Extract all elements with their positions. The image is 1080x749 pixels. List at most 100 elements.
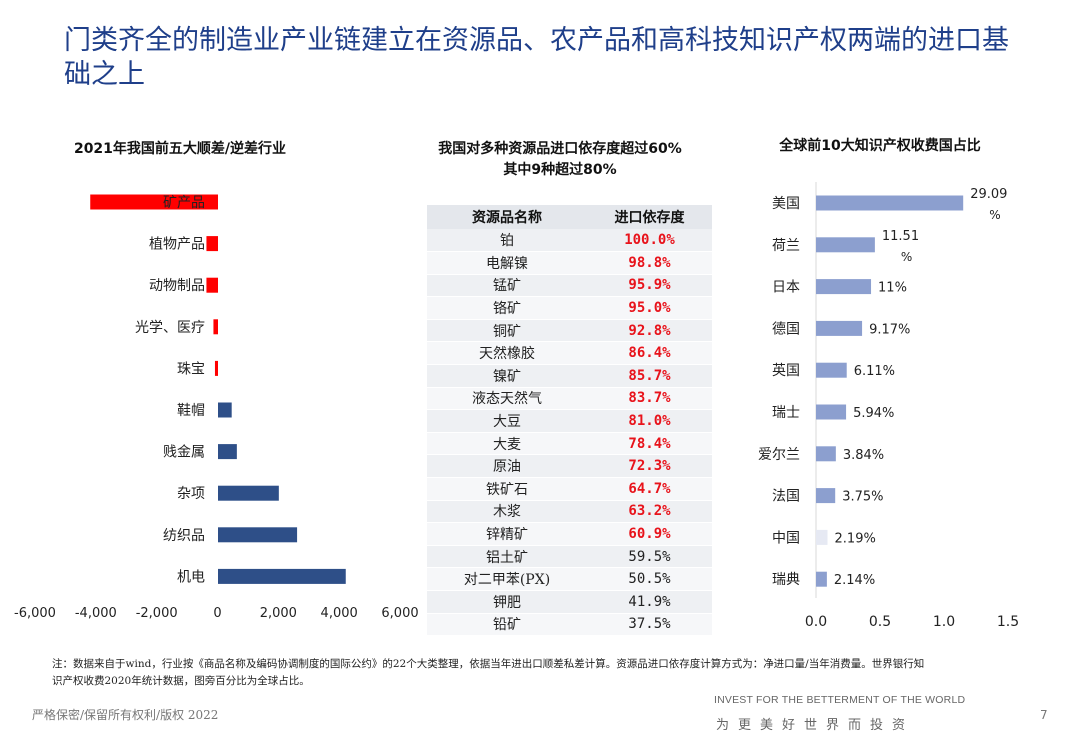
table-row: 铅矿 37.5% bbox=[427, 613, 712, 637]
dependency-value: 41.9% bbox=[587, 590, 712, 614]
bar-1 bbox=[206, 236, 218, 252]
table-row: 镍矿 85.7% bbox=[427, 364, 712, 388]
category-label: 鞋帽 bbox=[177, 403, 205, 419]
category-label: 光学、医疗 bbox=[135, 320, 205, 336]
dependency-value: 64.7% bbox=[587, 477, 712, 501]
bar-2 bbox=[206, 277, 218, 293]
dependency-value: 95.0% bbox=[587, 296, 712, 320]
resource-name: 铁矿石 bbox=[427, 477, 587, 501]
ip-share-chart: 美国 29.09% 荷兰 11.51% 日本 11% 德国 9.17% 英国 6.11% 瑞士 5.9… bbox=[758, 182, 1019, 630]
footnote: 注：数据来自于wind，行业按《商品名称及编码协调制度的国际公约》的22个大类整… bbox=[52, 658, 925, 687]
table-row: 铁矿石 64.7% bbox=[427, 477, 712, 501]
table-row: 天然橡胶 86.4% bbox=[427, 341, 712, 366]
resource-name: 镍矿 bbox=[427, 364, 587, 388]
x-tick-label: -6,000 bbox=[14, 606, 56, 621]
bar-4 bbox=[214, 360, 218, 376]
value-label: 3.84% bbox=[843, 448, 884, 463]
country-label: 荷兰 bbox=[772, 238, 800, 254]
bar-9 bbox=[218, 568, 346, 584]
slogan-chinese: 为更美好世界而投资 bbox=[716, 718, 915, 733]
dependency-value: 98.8% bbox=[587, 251, 712, 275]
category-label: 贱金属 bbox=[163, 445, 205, 461]
dependency-value: 100.0% bbox=[587, 229, 712, 253]
category-label: 矿产品 bbox=[163, 195, 205, 211]
resource-name: 钾肥 bbox=[427, 590, 587, 614]
resource-name: 铂 bbox=[427, 229, 587, 253]
value-label: 5.94% bbox=[853, 406, 894, 421]
x-tick-label: 0.0 bbox=[805, 614, 827, 630]
country-label: 瑞士 bbox=[772, 405, 800, 421]
dependency-value: 86.4% bbox=[587, 341, 712, 366]
value-label: 9.17% bbox=[869, 322, 910, 337]
chart2-title: 我国对多种资源品进口依存度超过60% 其中9种超过80% bbox=[385, 139, 735, 181]
chart3-title: 全球前10大知识产权收费国占比 bbox=[779, 138, 981, 154]
bar-7 bbox=[816, 488, 836, 504]
bar-0 bbox=[816, 195, 964, 211]
category-label: 杂项 bbox=[177, 486, 205, 502]
resource-name: 液态天然气 bbox=[427, 387, 587, 411]
bar-2 bbox=[816, 279, 872, 295]
dependency-value: 81.0% bbox=[587, 409, 712, 433]
dependency-value: 50.5% bbox=[587, 567, 712, 591]
resource-name: 对二甲苯(PX) bbox=[427, 567, 587, 591]
table-row: 锌精矿 60.9% bbox=[427, 522, 712, 546]
page-title: 门类齐全的制造业产业链建立在资源品、农产品和高科技知识产权两端的进口基础之上 bbox=[64, 25, 1009, 90]
resource-name: 铅矿 bbox=[427, 613, 587, 637]
chart1-title: 2021年我国前五大顺差/逆差行业 bbox=[73, 141, 287, 157]
x-tick-label: 2,000 bbox=[260, 606, 297, 621]
bar-4 bbox=[816, 362, 847, 378]
x-tick-label: -2,000 bbox=[136, 606, 178, 621]
country-label: 中国 bbox=[772, 530, 800, 546]
resource-name: 铜矿 bbox=[427, 319, 587, 343]
table-row: 锰矿 95.9% bbox=[427, 274, 712, 298]
bar-5 bbox=[816, 404, 847, 420]
bar-5 bbox=[218, 402, 232, 418]
table-header-row: 资源品名称 进口依存度 bbox=[427, 205, 712, 229]
bar-8 bbox=[218, 527, 298, 543]
dependency-value: 72.3% bbox=[587, 454, 712, 479]
table-row: 铜矿 92.8% bbox=[427, 319, 712, 343]
bar-9 bbox=[816, 571, 827, 587]
table-row: 铝土矿 59.5% bbox=[427, 545, 712, 569]
table-row: 大豆 81.0% bbox=[427, 409, 712, 433]
resource-name: 锰矿 bbox=[427, 274, 587, 298]
value-label-unit: % bbox=[901, 250, 912, 264]
value-label: 6.11% bbox=[854, 364, 895, 379]
x-tick-label: -4,000 bbox=[75, 606, 117, 621]
header-name: 资源品名称 bbox=[427, 205, 587, 229]
dependency-value: 59.5% bbox=[587, 545, 712, 569]
table-row: 大麦 78.4% bbox=[427, 432, 712, 456]
resource-name: 原油 bbox=[427, 454, 587, 479]
table-row: 木浆 63.2% bbox=[427, 500, 712, 524]
bar-3 bbox=[816, 320, 863, 336]
chart2-title-line1: 我国对多种资源品进口依存度超过60% bbox=[438, 141, 682, 157]
header-value: 进口依存度 bbox=[587, 205, 712, 229]
country-label: 法国 bbox=[772, 489, 800, 505]
resource-name: 铬矿 bbox=[427, 296, 587, 320]
confidential-notice: 严格保密/保留所有权利/版权 2022 bbox=[32, 708, 219, 722]
x-tick-label: 1.0 bbox=[933, 614, 955, 630]
dependency-value: 78.4% bbox=[587, 432, 712, 456]
category-label: 植物产品 bbox=[149, 237, 205, 253]
value-label-unit: % bbox=[989, 208, 1000, 222]
table-row: 电解镍 98.8% bbox=[427, 251, 712, 275]
x-tick-label: 1.5 bbox=[997, 614, 1019, 630]
chart2-title-line2: 其中9种超过80% bbox=[503, 162, 617, 178]
bar-6 bbox=[816, 446, 836, 462]
value-label: 2.14% bbox=[834, 573, 875, 588]
dependency-value: 60.9% bbox=[587, 522, 712, 546]
x-tick-label: 0.5 bbox=[869, 614, 891, 630]
country-label: 美国 bbox=[772, 196, 800, 212]
table-row: 铂 100.0% bbox=[427, 229, 712, 253]
value-label: 29.09 bbox=[970, 187, 1007, 202]
table-row: 液态天然气 83.7% bbox=[427, 387, 712, 411]
dependency-value: 37.5% bbox=[587, 613, 712, 637]
resource-name: 锌精矿 bbox=[427, 522, 587, 546]
table-row: 钾肥 41.9% bbox=[427, 590, 712, 614]
value-label: 3.75% bbox=[842, 490, 883, 505]
table-row: 原油 72.3% bbox=[427, 454, 712, 479]
x-tick-label: 0 bbox=[213, 606, 221, 621]
resource-name: 铝土矿 bbox=[427, 545, 587, 569]
dependency-value: 63.2% bbox=[587, 500, 712, 524]
